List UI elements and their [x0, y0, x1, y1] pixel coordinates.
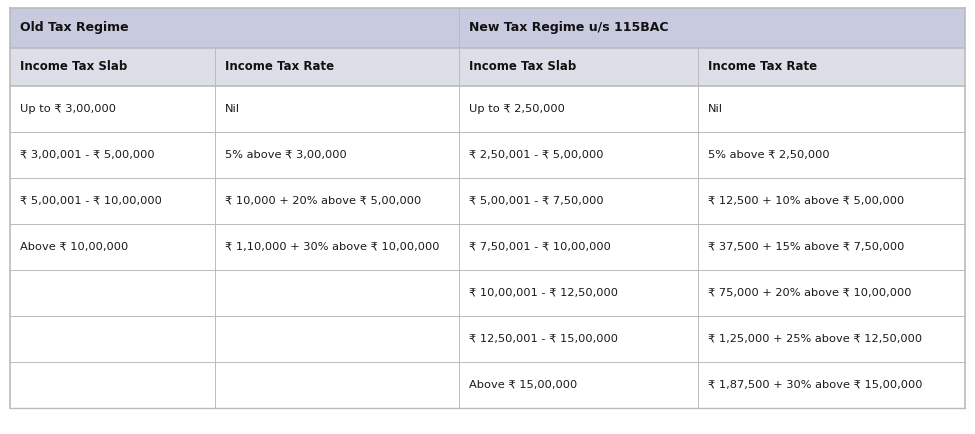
Text: Income Tax Slab: Income Tax Slab: [469, 60, 576, 73]
Text: Nil: Nil: [708, 104, 722, 114]
Bar: [697, 48, 965, 86]
Text: ₹ 10,00,001 - ₹ 12,50,000: ₹ 10,00,001 - ₹ 12,50,000: [469, 288, 618, 298]
Text: New Tax Regime u/s 115BAC: New Tax Regime u/s 115BAC: [469, 22, 668, 34]
Text: Above ₹ 10,00,000: Above ₹ 10,00,000: [20, 242, 129, 252]
Text: ₹ 5,00,001 - ₹ 10,00,000: ₹ 5,00,001 - ₹ 10,00,000: [20, 196, 162, 206]
Bar: [459, 86, 697, 132]
Bar: [459, 8, 965, 48]
Text: Up to ₹ 2,50,000: Up to ₹ 2,50,000: [469, 104, 565, 114]
Bar: [697, 224, 965, 270]
Bar: [215, 362, 459, 408]
Text: ₹ 12,50,001 - ₹ 15,00,000: ₹ 12,50,001 - ₹ 15,00,000: [469, 334, 618, 344]
Text: 5% above ₹ 2,50,000: 5% above ₹ 2,50,000: [708, 150, 829, 160]
Bar: [459, 316, 697, 362]
Bar: [10, 362, 215, 408]
Bar: [215, 224, 459, 270]
Text: ₹ 3,00,001 - ₹ 5,00,000: ₹ 3,00,001 - ₹ 5,00,000: [20, 150, 155, 160]
Text: Nil: Nil: [225, 104, 240, 114]
Bar: [215, 316, 459, 362]
Text: ₹ 75,000 + 20% above ₹ 10,00,000: ₹ 75,000 + 20% above ₹ 10,00,000: [708, 288, 911, 298]
Bar: [215, 86, 459, 132]
Bar: [459, 48, 697, 86]
Text: ₹ 1,87,500 + 30% above ₹ 15,00,000: ₹ 1,87,500 + 30% above ₹ 15,00,000: [708, 380, 922, 390]
Text: ₹ 10,000 + 20% above ₹ 5,00,000: ₹ 10,000 + 20% above ₹ 5,00,000: [225, 196, 421, 206]
Bar: [10, 224, 215, 270]
Bar: [10, 86, 215, 132]
Bar: [459, 132, 697, 178]
Bar: [697, 86, 965, 132]
Bar: [697, 270, 965, 316]
Text: ₹ 2,50,001 - ₹ 5,00,000: ₹ 2,50,001 - ₹ 5,00,000: [469, 150, 604, 160]
Bar: [459, 178, 697, 224]
Bar: [697, 316, 965, 362]
Text: Income Tax Rate: Income Tax Rate: [225, 60, 334, 73]
Bar: [697, 132, 965, 178]
Text: Up to ₹ 3,00,000: Up to ₹ 3,00,000: [20, 104, 116, 114]
Text: Above ₹ 15,00,000: Above ₹ 15,00,000: [469, 380, 577, 390]
Bar: [10, 8, 459, 48]
Bar: [215, 132, 459, 178]
Bar: [697, 362, 965, 408]
Text: ₹ 1,25,000 + 25% above ₹ 12,50,000: ₹ 1,25,000 + 25% above ₹ 12,50,000: [708, 334, 921, 344]
Text: ₹ 1,10,000 + 30% above ₹ 10,00,000: ₹ 1,10,000 + 30% above ₹ 10,00,000: [225, 242, 440, 252]
Bar: [459, 224, 697, 270]
Bar: [10, 132, 215, 178]
Text: 5% above ₹ 3,00,000: 5% above ₹ 3,00,000: [225, 150, 347, 160]
Bar: [459, 362, 697, 408]
Bar: [215, 48, 459, 86]
Bar: [215, 270, 459, 316]
Text: ₹ 5,00,001 - ₹ 7,50,000: ₹ 5,00,001 - ₹ 7,50,000: [469, 196, 604, 206]
Text: Income Tax Slab: Income Tax Slab: [20, 60, 128, 73]
Text: Income Tax Rate: Income Tax Rate: [708, 60, 817, 73]
Bar: [10, 316, 215, 362]
Text: ₹ 7,50,001 - ₹ 10,00,000: ₹ 7,50,001 - ₹ 10,00,000: [469, 242, 610, 252]
Bar: [215, 178, 459, 224]
Bar: [10, 270, 215, 316]
Text: ₹ 12,500 + 10% above ₹ 5,00,000: ₹ 12,500 + 10% above ₹ 5,00,000: [708, 196, 904, 206]
Text: ₹ 37,500 + 15% above ₹ 7,50,000: ₹ 37,500 + 15% above ₹ 7,50,000: [708, 242, 904, 252]
Bar: [10, 178, 215, 224]
Bar: [459, 270, 697, 316]
Bar: [10, 48, 215, 86]
Text: Old Tax Regime: Old Tax Regime: [20, 22, 129, 34]
Bar: [697, 178, 965, 224]
